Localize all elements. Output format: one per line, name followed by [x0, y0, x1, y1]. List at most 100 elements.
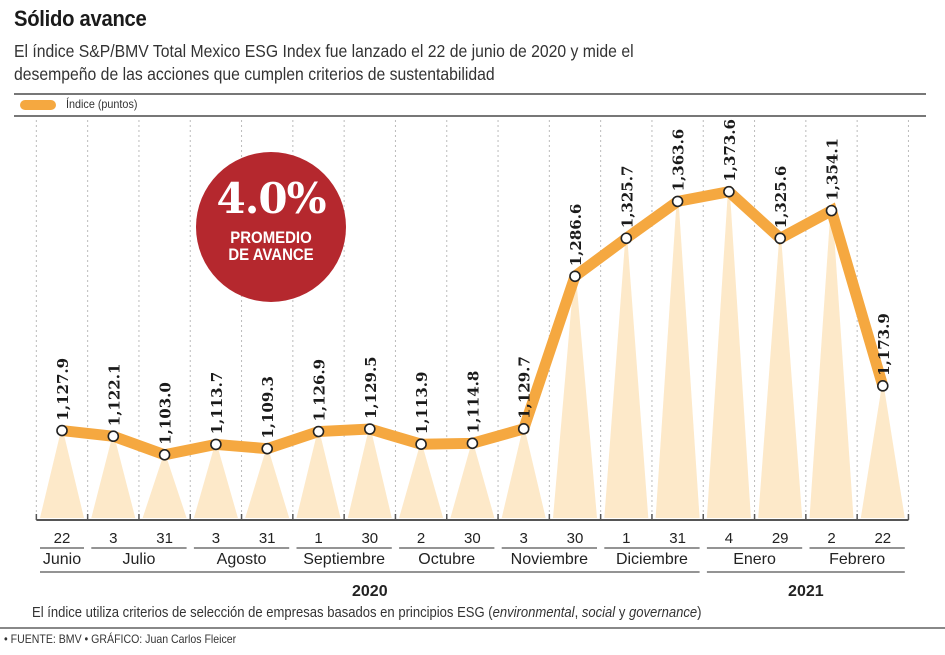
data-label: 1,113.7 [208, 372, 226, 435]
x-tick-label: 29 [772, 530, 789, 547]
data-point [56, 424, 68, 437]
point-cone [450, 443, 495, 518]
point-cone [245, 448, 290, 518]
month-label: Noviembre [511, 551, 588, 568]
data-label: 1,114.8 [464, 371, 482, 434]
year-label: 2021 [788, 583, 824, 600]
data-point [671, 195, 684, 208]
data-point [363, 423, 376, 435]
x-tick-label: 31 [669, 530, 686, 547]
data-label: 1,129.5 [362, 356, 380, 419]
note-env: environmental [492, 605, 575, 621]
point-cone [91, 436, 136, 518]
data-label: 1,127.9 [54, 358, 72, 421]
month-label: Septiembre [303, 551, 385, 568]
badge-value: 4.0% [216, 174, 327, 223]
point-cone [706, 191, 751, 518]
legend: Índice (puntos) [14, 93, 926, 117]
line-chart: 1,127.9 1,122.1 1,103.0 1,113.7 1,109.3 1,126… [35, 119, 910, 600]
data-point [876, 380, 889, 392]
legend-label: Índice (puntos) [66, 97, 138, 111]
chart-subtitle: El índice S&P/BMV Total Mexico ESG Index… [14, 41, 634, 84]
point-cone [40, 430, 84, 518]
badge-label: PROMEDIO DE AVANCE [205, 229, 337, 263]
point-cone [347, 429, 392, 518]
data-point [774, 232, 787, 245]
x-tick-label: 30 [361, 530, 378, 547]
data-points [56, 185, 889, 461]
badge-line-2: DE AVANCE [228, 245, 314, 264]
point-cone [809, 210, 854, 518]
x-tick-label: 2 [417, 530, 425, 547]
data-point [569, 270, 581, 283]
note-text: El índice utiliza criterios de selección… [32, 605, 493, 621]
point-cone [501, 428, 546, 518]
x-tick-label: 2 [827, 530, 835, 547]
chart-title: Sólido avance [14, 6, 147, 31]
x-tick-label: 22 [874, 530, 891, 547]
data-point [158, 448, 171, 461]
average-badge: 4.0% PROMEDIO DE AVANCE [196, 152, 346, 302]
data-label: 1,173.9 [875, 313, 893, 376]
credits: • FUENTE: BMV • GRÁFICO: Juan Carlos Fle… [4, 632, 237, 646]
x-tick-label: 3 [520, 530, 528, 547]
note-comma: , [574, 605, 582, 621]
point-cone [399, 444, 444, 518]
legend-swatch [20, 100, 56, 110]
badge-line-1: PROMEDIO [230, 228, 312, 247]
data-point [210, 438, 222, 451]
x-tick-label: 4 [725, 530, 733, 547]
x-tick-label: 31 [259, 530, 276, 547]
month-label: Junio [43, 551, 81, 568]
point-cone [296, 431, 341, 518]
data-label: 1,122.1 [105, 364, 123, 427]
point-cone [193, 444, 238, 518]
data-point [415, 438, 427, 450]
point-cone [604, 238, 649, 519]
data-point [261, 442, 274, 455]
month-label: Agosto [217, 551, 267, 568]
x-tick-label: 1 [314, 530, 322, 547]
point-cone [142, 454, 187, 518]
x-axis [35, 514, 910, 521]
month-label: Diciembre [616, 551, 688, 568]
point-cone [758, 238, 803, 518]
data-label: 1,126.9 [311, 359, 329, 422]
note-suffix: ) [697, 605, 702, 621]
data-label: 1,129.7 [516, 356, 534, 419]
note-gov: governance [628, 605, 698, 621]
data-point [107, 430, 120, 443]
point-cones [40, 191, 905, 519]
data-labels: 1,127.9 1,122.1 1,103.0 1,113.7 1,109.3 1,126… [54, 119, 893, 445]
note-social: social [581, 605, 616, 621]
month-label: Octubre [418, 551, 475, 568]
data-point [312, 425, 325, 438]
point-cone [553, 276, 597, 518]
footnote: El índice utiliza criterios de selección… [32, 605, 702, 621]
month-label: Febrero [829, 551, 885, 568]
footer-divider [0, 627, 945, 629]
data-label: 1,373.6 [721, 119, 739, 182]
data-point [620, 232, 633, 245]
note-y: y [615, 605, 629, 621]
data-label: 1,109.3 [259, 376, 277, 439]
x-tick-label: 3 [109, 530, 117, 547]
year-label: 2020 [352, 583, 388, 600]
x-tick-label: 3 [212, 530, 220, 547]
data-label: 1,113.9 [413, 372, 431, 435]
data-label: 1,103.0 [157, 382, 175, 445]
data-point [825, 204, 838, 217]
point-cone [655, 201, 700, 518]
data-point [723, 185, 735, 198]
month-label: Enero [733, 551, 776, 568]
x-tick-label: 30 [464, 530, 481, 547]
data-label: 1,325.6 [772, 166, 790, 229]
x-tick-label: 30 [567, 530, 584, 547]
month-label: Julio [122, 551, 155, 568]
x-tick-label: 1 [622, 530, 630, 547]
data-point [517, 423, 530, 435]
data-label: 1,325.7 [618, 166, 636, 229]
data-label: 1,363.6 [670, 129, 688, 192]
x-tick-label: 22 [54, 530, 71, 547]
